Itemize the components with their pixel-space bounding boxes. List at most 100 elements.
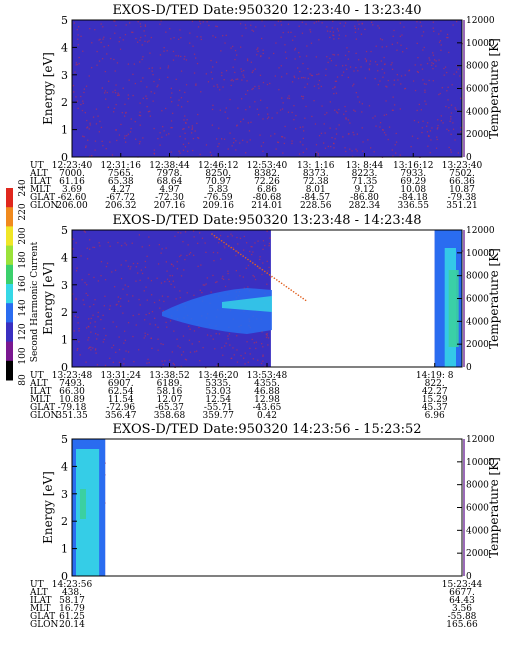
noise-dot	[251, 88, 253, 91]
table-row-label-ut: UT	[30, 580, 44, 590]
noise-dot	[422, 120, 424, 122]
noise-dot	[117, 92, 119, 94]
noise-dot	[262, 118, 264, 120]
noise-dot	[292, 39, 294, 41]
noise-dot	[224, 247, 226, 249]
noise-dot	[335, 111, 338, 113]
noise-dot	[361, 111, 363, 113]
noise-dot	[446, 36, 448, 39]
noise-dot	[309, 29, 311, 31]
noise-dot	[243, 69, 245, 72]
noise-dot	[266, 83, 269, 86]
noise-dot	[85, 292, 87, 295]
noise-dot	[100, 126, 103, 129]
noise-dot	[161, 295, 164, 297]
noise-dot	[169, 320, 172, 322]
y2-tick-label: 8000	[466, 272, 489, 282]
noise-dot	[127, 351, 130, 353]
noise-dot	[187, 244, 189, 246]
noise-dot	[256, 54, 258, 56]
noise-dot	[431, 62, 433, 64]
noise-dot	[196, 350, 198, 352]
noise-dot	[132, 31, 134, 33]
noise-dot	[150, 337, 152, 339]
noise-dot	[235, 270, 237, 272]
noise-dot	[93, 246, 96, 249]
noise-dot	[80, 95, 82, 98]
noise-dot	[115, 104, 117, 106]
noise-dot	[94, 29, 96, 31]
noise-dot	[261, 343, 263, 345]
noise-dot	[125, 24, 127, 26]
noise-dot	[181, 354, 183, 356]
noise-dot	[157, 349, 159, 351]
noise-dot	[130, 266, 132, 268]
noise-dot	[297, 77, 300, 80]
noise-dot	[421, 131, 423, 134]
noise-dot	[237, 243, 239, 245]
noise-dot	[392, 35, 394, 37]
noise-dot	[182, 241, 184, 243]
noise-dot	[223, 138, 226, 140]
noise-dot	[335, 133, 338, 135]
noise-dot	[426, 131, 429, 133]
noise-dot	[117, 242, 119, 244]
noise-dot	[242, 276, 244, 278]
noise-dot	[433, 59, 436, 61]
noise-dot	[262, 346, 264, 348]
noise-dot	[157, 138, 159, 140]
noise-dot	[324, 147, 327, 149]
y2-tick-label: 2000	[466, 549, 489, 559]
noise-dot	[378, 27, 380, 29]
noise-dot	[116, 303, 118, 306]
noise-dot	[110, 57, 112, 60]
noise-dot	[180, 254, 182, 256]
noise-dot	[440, 44, 442, 46]
noise-dot	[456, 20, 458, 23]
noise-dot	[167, 296, 169, 298]
table-cell-glon: 0.42	[257, 411, 277, 421]
noise-dot	[452, 128, 455, 130]
table-cell-ilat: 66.36	[449, 177, 475, 187]
noise-dot	[135, 266, 137, 268]
table-cell-glat: -86.80	[350, 193, 379, 203]
noise-dot	[113, 58, 115, 61]
noise-dot	[253, 276, 255, 278]
noise-dot	[192, 149, 194, 152]
noise-dot	[179, 89, 181, 92]
noise-dot	[293, 105, 295, 107]
y2-tick-label: 6000	[466, 295, 489, 305]
noise-dot	[82, 102, 84, 104]
noise-dot	[418, 103, 420, 106]
noise-dot	[188, 126, 190, 128]
noise-dot	[158, 78, 161, 81]
noise-dot	[89, 28, 91, 30]
noise-dot	[94, 140, 97, 142]
noise-dot	[159, 23, 161, 25]
noise-dot	[216, 25, 218, 28]
noise-dot	[218, 242, 220, 244]
noise-dot	[332, 53, 334, 56]
table-cell-glon: 206.00	[56, 201, 88, 211]
trace-dot	[259, 267, 261, 269]
noise-dot	[262, 240, 265, 242]
table-cell-ilat: 65.38	[108, 177, 134, 187]
plot-frame	[71, 438, 463, 577]
noise-dot	[346, 47, 348, 49]
noise-dot	[236, 124, 238, 126]
noise-dot	[161, 110, 163, 112]
noise-dot	[184, 138, 186, 140]
noise-dot	[193, 254, 195, 256]
noise-dot	[132, 295, 134, 297]
noise-dot	[207, 81, 210, 83]
table-cell-glat: -84.57	[301, 193, 330, 203]
noise-dot	[229, 132, 231, 134]
noise-dot	[343, 113, 345, 115]
noise-dot	[232, 80, 234, 82]
noise-dot	[440, 120, 442, 122]
noise-dot	[266, 107, 268, 109]
y2-tick-label: 4000	[466, 526, 489, 536]
noise-dot	[195, 83, 197, 85]
noise-dot	[93, 303, 95, 306]
noise-dot	[124, 115, 126, 117]
